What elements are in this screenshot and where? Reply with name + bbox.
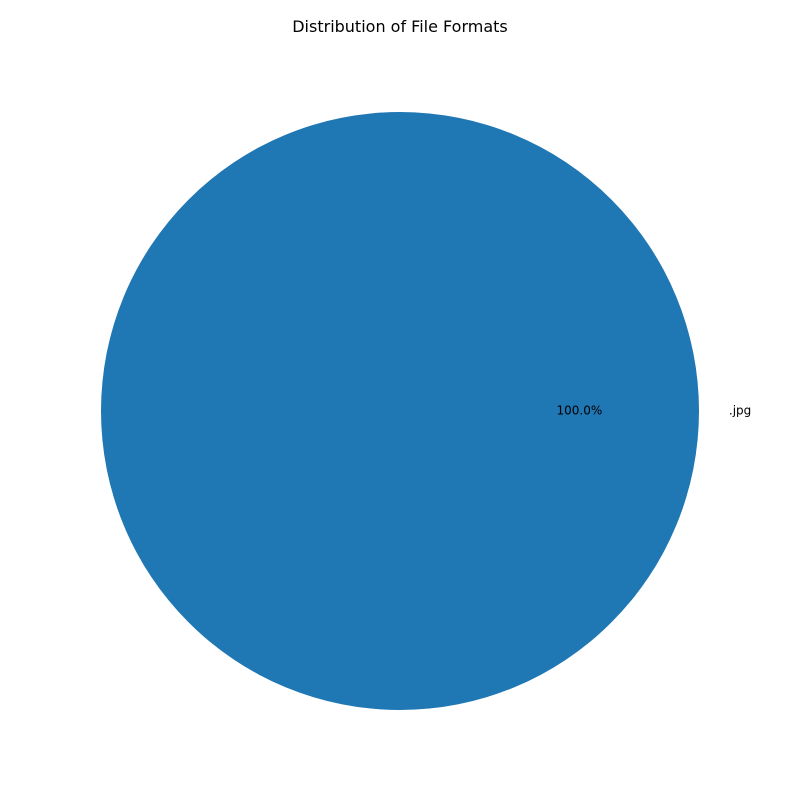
pie-labels: .jpg 100.0% bbox=[557, 404, 752, 418]
pie-slices bbox=[101, 112, 699, 710]
slice-percent-label: 100.0% bbox=[557, 404, 603, 418]
slice-label: .jpg bbox=[729, 404, 751, 418]
chart-title: Distribution of File Formats bbox=[292, 17, 508, 36]
pie-slice bbox=[101, 112, 699, 710]
